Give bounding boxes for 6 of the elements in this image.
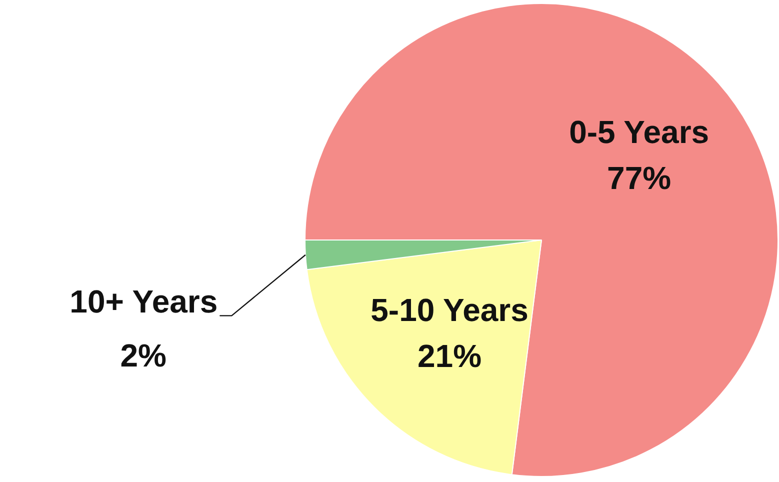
slice-label: 0-5 Years — [569, 114, 710, 150]
slice-label: 10+ Years — [70, 284, 218, 320]
slice-label: 5-10 Years — [370, 292, 528, 328]
data-label: 2% — [120, 338, 167, 374]
data-label: 21% — [418, 338, 482, 374]
data-label: 77% — [607, 160, 672, 196]
